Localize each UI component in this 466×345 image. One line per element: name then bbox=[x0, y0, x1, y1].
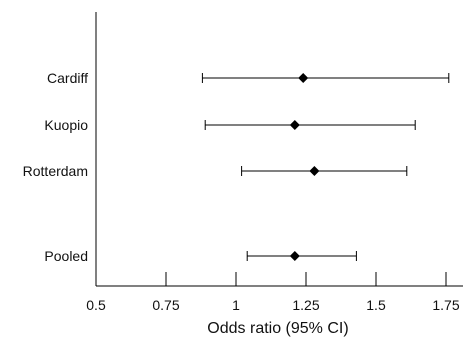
point-estimate-marker bbox=[298, 73, 309, 83]
x-tick-label: 1.75 bbox=[432, 297, 459, 313]
x-axis-label: Odds ratio (95% CI) bbox=[207, 320, 348, 337]
category-label: Kuopio bbox=[44, 117, 88, 133]
x-tick-label: 1.25 bbox=[292, 297, 319, 313]
x-tick-label: 0.75 bbox=[152, 297, 179, 313]
point-estimate-marker bbox=[289, 120, 300, 130]
x-axis-ticks: 0.5 0.75 1 1.25 1.5 1.75 bbox=[86, 272, 460, 313]
category-label: Pooled bbox=[44, 248, 88, 264]
point-estimate-marker bbox=[309, 166, 320, 176]
x-tick-label: 0.5 bbox=[86, 297, 106, 313]
study-rows: Cardiff Kuopio Rotterdam Pooled bbox=[23, 70, 450, 264]
category-label: Rotterdam bbox=[23, 163, 88, 179]
x-tick-label: 1 bbox=[232, 297, 240, 313]
category-label: Cardiff bbox=[47, 70, 88, 86]
point-estimate-marker bbox=[289, 251, 300, 261]
x-tick-label: 1.5 bbox=[366, 297, 386, 313]
